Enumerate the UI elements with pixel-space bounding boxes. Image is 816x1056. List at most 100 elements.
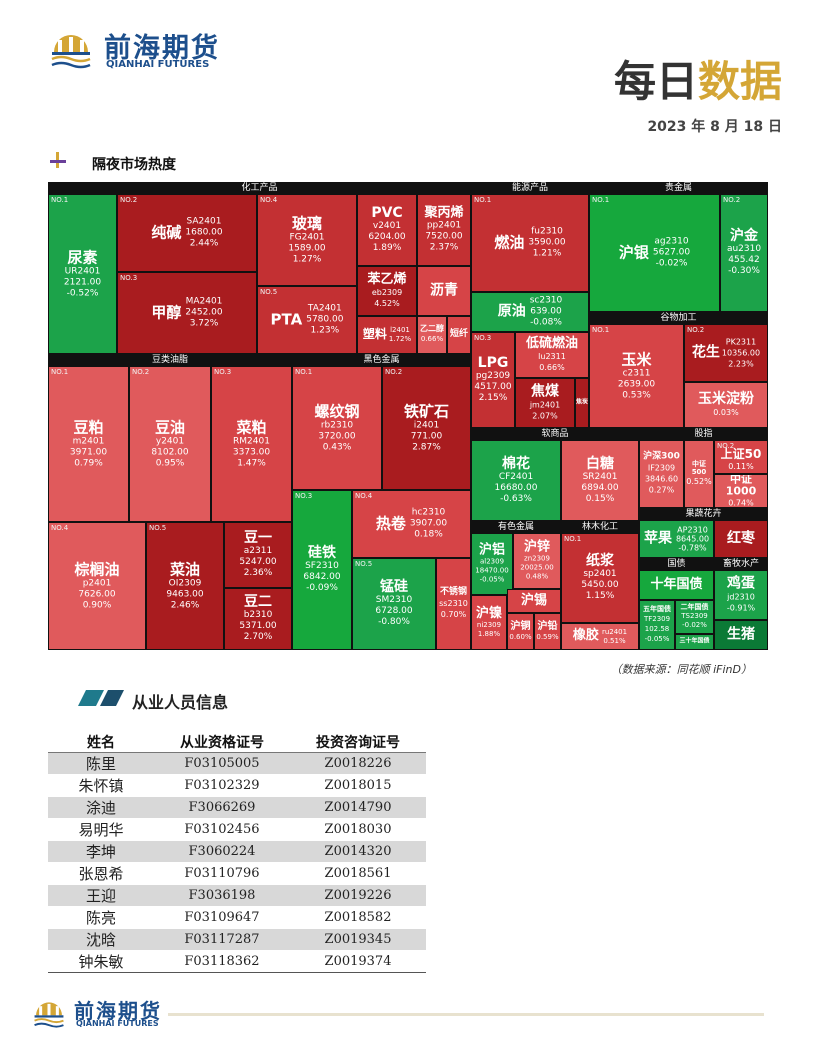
tile-rapeseed-oil[interactable]: NO.5 菜油 OI2309 9463.00 2.46% — [146, 522, 224, 650]
tile-soybean-oil[interactable]: NO.2 豆油 y2401 8102.00 0.95% — [129, 366, 211, 522]
tile-palm-oil[interactable]: NO.4 棕榈油 p2401 7626.00 0.90% — [48, 522, 146, 650]
tile-price: 4517.00 — [474, 382, 512, 393]
tile-bitumen[interactable]: 沥青 — [417, 266, 471, 316]
consulting-id: Z0019345 — [290, 928, 426, 951]
tile-price: 3720.00 — [318, 430, 356, 441]
tile-code: jm2401 — [529, 400, 561, 410]
tile-change: 1.27% — [292, 253, 322, 264]
group-header: 股指 — [639, 428, 768, 440]
tile-sse50[interactable]: NO.2 上证50 0.11% — [714, 440, 768, 474]
group-header: 国债 — [639, 558, 714, 570]
tile-peanut[interactable]: NO.2 花生 PK2311 10356.00 2.23% — [684, 324, 768, 382]
tile-soda-ash[interactable]: NO.2 纯碱 SA2401 1680.00 2.44% — [117, 194, 257, 272]
tile-low-sulfur-fuel-oil[interactable]: 低硫燃油 lu2311 0.66% — [515, 332, 589, 378]
tile-price: 6842.00 — [303, 572, 341, 583]
tile-change: 0.15% — [585, 493, 615, 504]
tile-code: CF2401 — [498, 471, 534, 482]
tile-pvc[interactable]: PVC v2401 6204.00 1.89% — [357, 194, 417, 266]
tile-silver[interactable]: NO.1 沪银 ag2310 5627.00 -0.02% — [589, 194, 720, 312]
table-row: 钟朱敏 F03118362 Z0019374 — [48, 950, 426, 973]
tile-corn-starch[interactable]: 玉米淀粉 0.03% — [684, 382, 768, 428]
tile-rapeseed-meal[interactable]: NO.3 菜粕 RM2401 3373.00 1.47% — [211, 366, 292, 522]
tile-csi1000[interactable]: 中证1000 0.74% — [714, 474, 768, 508]
tile-crude-oil[interactable]: 原油 sc2310 639.00 -0.08% — [471, 292, 589, 332]
tile-gold[interactable]: NO.2 沪金 au2310 455.42 -0.30% — [720, 194, 768, 312]
qualification-id: F3066269 — [154, 796, 290, 819]
tile-methanol[interactable]: NO.3 甲醇 MA2401 2452.00 3.72% — [117, 272, 257, 354]
tile-change: 0.66% — [539, 363, 565, 373]
tile-pta[interactable]: NO.5 PTA TA2401 5780.00 1.23% — [257, 286, 357, 354]
tile-egg[interactable]: 鸡蛋 jd2310 -0.91% — [714, 570, 768, 620]
tile-soybean-meal[interactable]: NO.1 豆粕 m2401 3971.00 0.79% — [48, 366, 129, 522]
tile-sugar[interactable]: 白糖 SR2401 6894.00 0.15% — [561, 440, 639, 521]
tile-csi300[interactable]: 沪深300 IF2309 3846.60 0.27% — [639, 440, 684, 508]
tile-silicomanganese[interactable]: NO.5 锰硅 SM2310 6728.00 -0.80% — [352, 558, 436, 650]
tile-change: -0.02% — [655, 258, 688, 269]
group-header: 谷物加工 — [589, 312, 768, 324]
tile-glass[interactable]: NO.4 玻璃 FG2401 1589.00 1.27% — [257, 194, 357, 286]
tile-rank: NO.5 — [355, 560, 373, 568]
tile-change: 0.70% — [440, 609, 467, 619]
tile-change: 0.60% — [509, 632, 532, 641]
tile-iron-ore[interactable]: NO.2 铁矿石 i2401 771.00 2.87% — [382, 366, 471, 490]
tile-styrene[interactable]: 苯乙烯 eb2309 4.52% — [357, 266, 417, 316]
consulting-id: Z0018561 — [290, 862, 426, 885]
tile-code: ni2309 — [476, 620, 502, 629]
tile-zinc[interactable]: 沪锌 zn2309 20025.00 0.48% — [513, 533, 561, 589]
tile-change: 2.23% — [728, 359, 754, 369]
tile-rebar[interactable]: NO.1 螺纹钢 rb2310 3720.00 0.43% — [292, 366, 382, 490]
tile-code: TF2309 — [643, 614, 671, 623]
tile-2y-treasury[interactable]: 二年国债 TS2309 -0.02% — [675, 600, 714, 634]
tile-change: 0.74% — [728, 498, 754, 508]
tile-copper[interactable]: 沪铜 0.60% — [507, 613, 534, 650]
tile-price: 18470.00 — [475, 566, 509, 575]
tile-change: 0.51% — [603, 636, 626, 645]
tile-apple[interactable]: 苹果 AP2310 8645.00 -0.78% — [639, 520, 714, 558]
tile-name: 沥青 — [430, 282, 458, 299]
tile-rubber[interactable]: 橡胶 ru2401 0.51% — [561, 623, 639, 650]
tile-change: -0.78% — [678, 543, 707, 553]
tile-pulp[interactable]: NO.1 纸浆 sp2401 5450.00 1.15% — [561, 533, 639, 623]
tile-tin[interactable]: 沪锡 — [507, 589, 561, 613]
tile-lead[interactable]: 沪铅 0.59% — [534, 613, 561, 650]
tile-corn[interactable]: NO.1 玉米 c2311 2639.00 0.53% — [589, 324, 684, 428]
tile-plastic[interactable]: 塑料 l2401 1.72% — [357, 316, 417, 354]
tile-nickel[interactable]: 沪镍 ni2309 1.88% — [471, 595, 507, 650]
tile-hot-rolled-coil[interactable]: NO.4 热卷 hc2310 3907.00 0.18% — [352, 490, 471, 558]
tile-name: 白糖 — [586, 455, 614, 472]
tile-urea[interactable]: NO.1 尿素 UR2401 2121.00 -0.52% — [48, 194, 117, 354]
tile-price: 3373.00 — [232, 446, 271, 457]
tile-soybean-no1[interactable]: 豆一 a2311 5247.00 2.36% — [224, 522, 292, 588]
tile-change: 0.03% — [713, 408, 739, 418]
footer-divider — [168, 1013, 764, 1016]
tile-red-date[interactable]: 红枣 — [714, 520, 768, 558]
tile-change: -0.08% — [530, 317, 562, 328]
tile-5y-treasury[interactable]: 五年国债 TF2309 102.58 -0.05% — [639, 600, 675, 650]
tile-csi500[interactable]: 中证500 0.52% — [684, 440, 714, 508]
tile-ethylene-glycol[interactable]: 乙二醇 0.66% — [417, 316, 447, 354]
tile-soybean-no2[interactable]: 豆二 b2310 5371.00 2.70% — [224, 588, 292, 650]
tile-staple-fiber[interactable]: 短纤 — [447, 316, 471, 354]
tile-polypropylene[interactable]: 聚丙烯 pp2401 7520.00 2.37% — [417, 194, 471, 266]
tile-name: 低硫燃油 — [525, 335, 578, 351]
tile-price: 20025.00 — [520, 563, 554, 572]
tile-change: 1.72% — [388, 335, 412, 343]
tile-aluminum[interactable]: 沪铝 al2309 18470.00 -0.05% — [471, 533, 513, 595]
tile-ferrosilicon[interactable]: NO.3 硅铁 SF2310 6842.00 -0.09% — [292, 490, 352, 650]
tile-lpg[interactable]: NO.3 LPG pg2309 4517.00 2.15% — [471, 332, 515, 428]
tile-cotton[interactable]: 棉花 CF2401 16680.00 -0.63% — [471, 440, 561, 521]
tile-30y-treasury[interactable]: 三十年国债 — [675, 634, 714, 650]
tile-code: hc2310 — [411, 507, 446, 518]
tile-coking-coal[interactable]: 焦煤 jm2401 2.07% — [515, 378, 575, 428]
tile-stainless-steel[interactable]: 不锈钢 ss2310 0.70% — [436, 558, 471, 650]
table-row: 朱怀镇 F03102329 Z0018015 — [48, 774, 426, 797]
tile-name: 铁矿石 — [403, 402, 449, 421]
tile-name: 豆粕 — [73, 418, 104, 437]
tile-price: 5780.00 — [306, 314, 344, 325]
tile-live-hog[interactable]: 生猪 — [714, 620, 768, 650]
tile-coke[interactable]: 焦炭 — [575, 378, 589, 428]
tile-10y-treasury[interactable]: 十年国债 — [639, 570, 714, 600]
tile-fuel-oil[interactable]: NO.1 燃油 fu2310 3590.00 1.21% — [471, 194, 589, 292]
tile-price: 455.42 — [728, 255, 760, 266]
tile-rank: NO.1 — [592, 326, 610, 334]
